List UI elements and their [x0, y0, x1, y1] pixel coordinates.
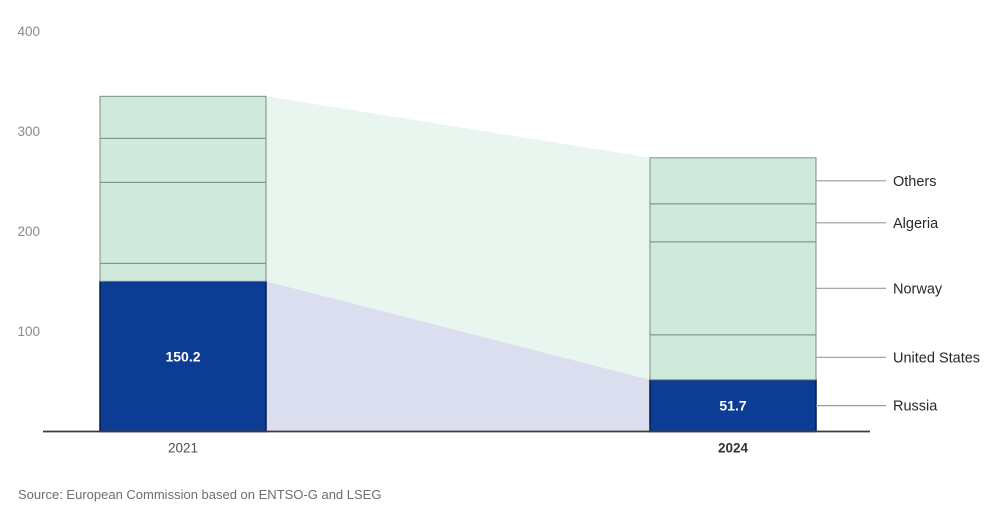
bar-segment-2024-norway: [649, 241, 817, 336]
segment-label-algeria: Algeria: [893, 216, 939, 232]
text-labels-layer: 100 200 300 400 Russia United States Norway Alg…: [17, 24, 980, 456]
bar-segment-2024-others: [649, 157, 817, 205]
bar-value-label-2021: 150.2: [165, 348, 200, 364]
bar-segment-2024-russia: [649, 379, 817, 433]
bars-layer: [99, 95, 817, 433]
flow-bands-layer: [266, 96, 650, 432]
x-axis-label-2021: 2021: [168, 441, 198, 456]
segment-label-others: Others: [893, 174, 937, 190]
callouts-layer: [816, 180, 886, 407]
source-note: Source: European Commission based on ENT…: [18, 487, 382, 502]
flow-band-russia: [266, 281, 650, 432]
y-tick-label-100: 100: [17, 324, 40, 339]
bar-value-label-2024: 51.7: [719, 398, 746, 414]
segment-label-united-states: United States: [893, 350, 980, 366]
bar-segment-2021-norway: [99, 181, 267, 264]
segment-label-norway: Norway: [893, 281, 943, 297]
bar-segment-2021-russia: [99, 280, 267, 433]
bar-segment-2021-others: [99, 95, 267, 139]
bar-segment-2024-algeria: [649, 203, 817, 243]
bar-segment-2024-united-states: [649, 334, 817, 381]
y-tick-label-200: 200: [17, 224, 40, 239]
flow-band-total: [266, 96, 650, 380]
x-axis-label-2024: 2024: [718, 441, 749, 456]
segment-label-russia: Russia: [893, 399, 938, 415]
y-tick-label-300: 300: [17, 124, 40, 139]
y-tick-label-400: 400: [17, 24, 40, 39]
bar-segment-2021-united-states: [99, 262, 267, 282]
bar-segment-2021-algeria: [99, 137, 267, 183]
